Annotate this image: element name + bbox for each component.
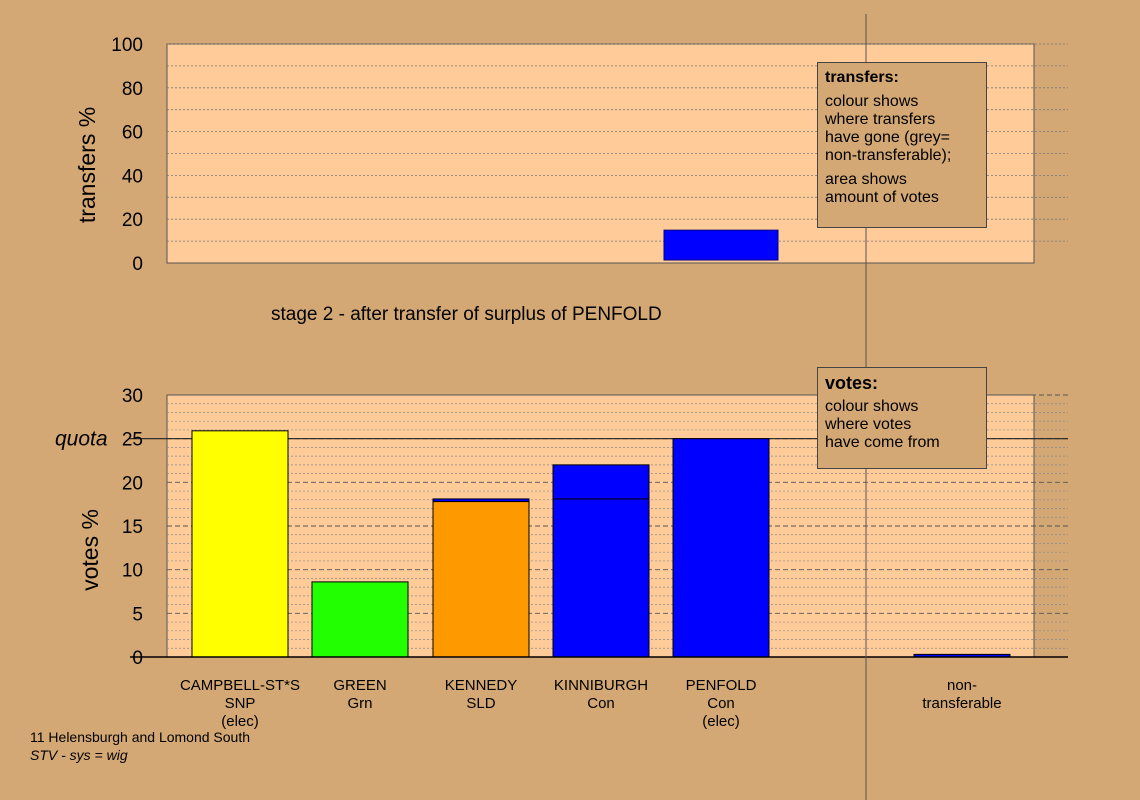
vote-bar-segment [432,498,530,503]
transfers-y-tick-label: 20 [122,210,143,231]
vote-bar-segment [552,498,650,658]
vote-bar-segment [191,430,289,658]
transfers-legend: transfers: colour shows where transfers … [817,62,987,228]
category-label: CAMPBELL-ST*S [180,677,300,694]
votes-y-tick-label: 15 [122,517,143,538]
category-label: (elec) [702,713,740,730]
votes-chart: 0 5 10 15 20 25 30 quota votes % CAMPBELL-ST*SSNP… [55,386,1068,730]
transfers-y-tick-label: 100 [111,35,143,56]
transfers-legend-text-1: colour shows where transfers have gone (… [825,93,952,164]
vote-bar-segment [311,581,409,658]
category-label: SNP [225,695,256,712]
votes-y-tick-label: 10 [122,561,143,582]
category-label: KENNEDY [445,677,518,694]
category-label: Grn [347,695,372,712]
votes-legend-text: colour shows where votes have come from [825,398,940,451]
transfers-y-tick-label: 0 [132,254,143,275]
category-label: transferable [922,695,1001,712]
transfers-legend-text-2: area shows amount of votes [825,171,939,206]
votes-legend: votes: colour shows where votes have com… [817,367,987,469]
votes-y-tick-label: 0 [132,648,143,669]
transfers-legend-title: transfers: [825,69,899,86]
category-label: SLD [466,695,495,712]
vote-bar-segment [552,464,650,500]
category-label: Con [587,695,615,712]
transfers-y-axis-label: transfers % [74,107,100,223]
constituency-caption: 11 Helensburgh and Lomond South [30,729,251,745]
votes-y-axis-label: votes % [77,509,103,591]
votes-y-tick-label: 20 [122,473,143,494]
stage-label: stage 2 - after transfer of surplus of P… [271,304,662,325]
system-caption: STV - sys = wig [30,747,128,763]
category-label: non- [947,677,977,694]
category-label: PENFOLD [686,677,757,694]
transfer-bar [663,229,779,261]
transfers-y-tick-label: 40 [122,166,143,187]
category-label: GREEN [333,677,386,694]
votes-y-tick-label: 5 [132,604,143,625]
transfers-y-tick-label: 80 [122,79,143,100]
vote-bar-segment [432,501,530,658]
category-label: (elec) [221,713,259,730]
quota-label: quota [55,428,108,451]
votes-y-tick-label: 25 [122,430,143,451]
category-label: KINNIBURGH [554,677,648,694]
votes-y-tick-label: 30 [122,386,143,407]
vote-bar-segment [672,438,770,658]
votes-legend-title: votes: [825,373,879,393]
category-label: Con [707,695,735,712]
transfers-y-tick-label: 60 [122,123,143,144]
